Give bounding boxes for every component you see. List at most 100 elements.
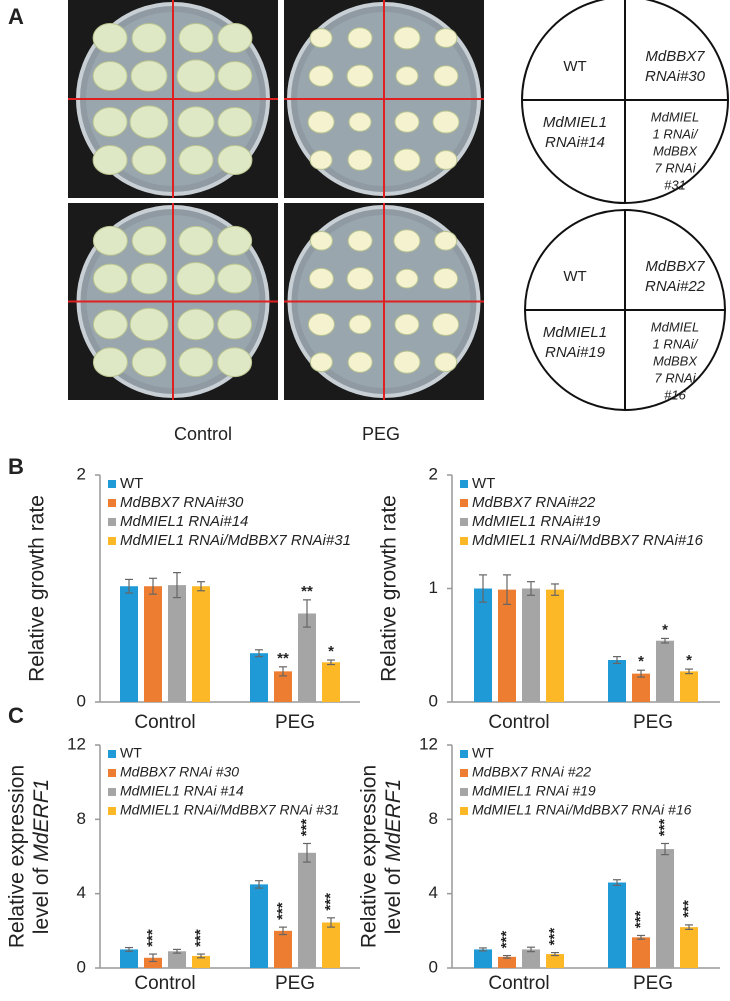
bar [144, 586, 162, 702]
colony [217, 61, 253, 91]
legend-label: MdMIEL1 RNAi/MdBBX7 RNAi #31 [120, 802, 339, 818]
x-tick-label: Control [134, 973, 195, 994]
quadrant-label: 7 RNAi [654, 370, 696, 385]
colony [217, 145, 253, 175]
colony [129, 105, 169, 139]
bar [632, 937, 650, 968]
y-axis-label: Relative growth rate [378, 495, 401, 682]
colony [92, 107, 128, 137]
colony [131, 145, 167, 175]
significance-label: *** [498, 931, 515, 949]
colony [131, 23, 167, 53]
colony [130, 60, 168, 92]
legend-label: MdMIEL1 RNAi #14 [120, 783, 244, 799]
colony [307, 312, 335, 336]
legend-label: MdMIEL1 RNAi/MdBBX7 RNAi#31 [120, 532, 351, 549]
legend-label: MdMIEL1 RNAi#19 [472, 513, 601, 530]
photos [68, 0, 484, 400]
significance-label: ** [277, 650, 289, 667]
y-axis-label: Relative expression [6, 765, 29, 948]
legend-swatch [460, 537, 468, 545]
bar [120, 586, 138, 702]
legend-label: MdBBX7 RNAi #30 [120, 764, 239, 780]
x-tick-label: PEG [633, 712, 673, 733]
colony [217, 23, 253, 53]
colony [217, 347, 253, 378]
colony [347, 27, 373, 49]
colony [309, 230, 333, 251]
quadrant-label: RNAi#19 [545, 344, 606, 361]
y-tick-label: 12 [419, 734, 438, 753]
bar [298, 613, 316, 702]
y-tick-label: 0 [77, 957, 86, 976]
legend-swatch [108, 480, 116, 488]
y-axis-label-part: level of [382, 868, 405, 935]
colony [178, 145, 214, 175]
colony [92, 145, 128, 175]
quadrant-label: 7 RNAi [654, 160, 696, 175]
y-axis-label-gene: MdERF1 [382, 779, 405, 862]
bar [632, 673, 650, 702]
colony [308, 65, 334, 87]
significance-label: *** [656, 819, 673, 837]
quadrant-label: MdMIEL1 [543, 114, 607, 131]
bar [522, 949, 540, 968]
y-tick-label: 1 [429, 578, 438, 597]
legend-label: MdBBX7 RNAi #22 [472, 764, 591, 780]
bar [474, 588, 492, 702]
bar [656, 640, 674, 702]
y-tick-label: 4 [429, 883, 438, 902]
colony [395, 66, 419, 86]
significance-label: *** [632, 911, 649, 929]
significance-label: *** [298, 819, 315, 837]
bar [656, 849, 674, 968]
bar [192, 955, 210, 968]
colony [131, 225, 167, 256]
legend-swatch [460, 769, 468, 777]
legend-swatch [460, 518, 468, 526]
bar [274, 671, 292, 702]
legend-swatch [460, 499, 468, 507]
colony [129, 307, 169, 342]
photo-label: PEG [362, 424, 400, 444]
bar [498, 956, 516, 968]
colony [178, 23, 214, 53]
legend-label: WT [120, 475, 143, 492]
colony [307, 110, 335, 134]
colony [394, 313, 420, 336]
legend-swatch [108, 769, 116, 777]
bar [322, 922, 340, 968]
y-tick-label: 8 [429, 809, 438, 828]
significance-label: * [662, 621, 668, 638]
colony [177, 106, 215, 138]
colony [434, 230, 458, 251]
significance-label: *** [144, 929, 161, 947]
significance-label: * [328, 643, 334, 660]
colony [92, 61, 128, 91]
quadrant-label: 1 RNAi/ [653, 336, 699, 351]
photo-label: Control [174, 424, 232, 444]
quadrant-label: WT [563, 268, 586, 285]
bar [250, 884, 268, 968]
panel-label: A [8, 4, 24, 29]
colony [433, 267, 459, 290]
quadrant-label: MdMIEL [651, 319, 699, 334]
y-axis-label: Relative growth rate [26, 495, 49, 682]
colony [309, 352, 333, 373]
legend-label: MdMIEL1 RNAi#14 [120, 513, 248, 530]
y-axis-label: level of MdERF1 [30, 779, 53, 934]
quadrant-label: MdBBX [653, 143, 698, 158]
colony [395, 268, 419, 289]
colony [432, 110, 460, 134]
colony [217, 225, 253, 256]
quadrant-label: MdBBX7 [645, 258, 705, 275]
colony [309, 150, 333, 170]
bar [608, 660, 626, 702]
significance-label: * [638, 653, 644, 670]
legend-label: WT [472, 475, 495, 492]
y-tick-label: 12 [67, 734, 86, 753]
legend-label: MdMIEL1 RNAi/MdBBX7 RNAi #16 [472, 802, 692, 818]
legend-label: MdMIEL1 RNAi/MdBBX7 RNAi#16 [472, 532, 704, 549]
y-tick-label: 0 [429, 691, 438, 710]
